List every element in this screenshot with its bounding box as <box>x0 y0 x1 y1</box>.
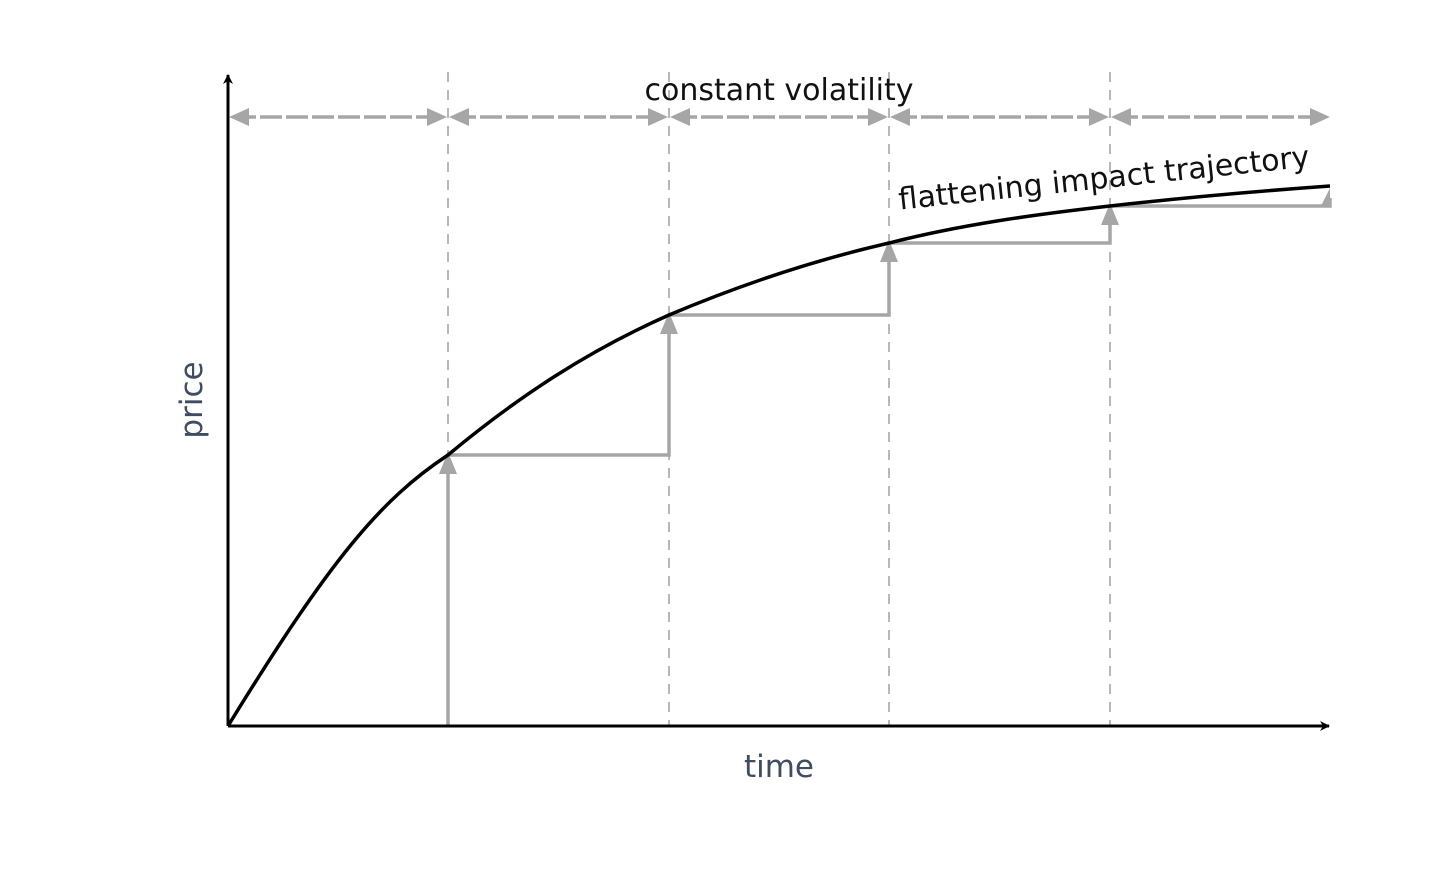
interval-arrow <box>890 108 1109 126</box>
step-arrowhead <box>1321 188 1330 206</box>
interval-arrow <box>229 108 447 126</box>
x-axis-label: time <box>744 749 814 785</box>
step-arrowhead <box>880 240 898 262</box>
volatility-interval-arrows <box>229 108 1330 126</box>
step-arrowhead <box>439 452 457 474</box>
y-axis-label: price <box>174 361 210 438</box>
step-path <box>446 198 1332 726</box>
interval-arrow <box>670 108 888 126</box>
axes <box>223 74 1330 731</box>
interval-arrow <box>449 108 668 126</box>
interval-arrow <box>1111 108 1330 126</box>
step-arrowhead <box>660 312 678 334</box>
step-arrowhead <box>1101 203 1119 225</box>
top-label: constant volatility <box>644 73 913 108</box>
impact-steps <box>439 188 1332 726</box>
impact-trajectory-curve <box>226 184 1331 727</box>
